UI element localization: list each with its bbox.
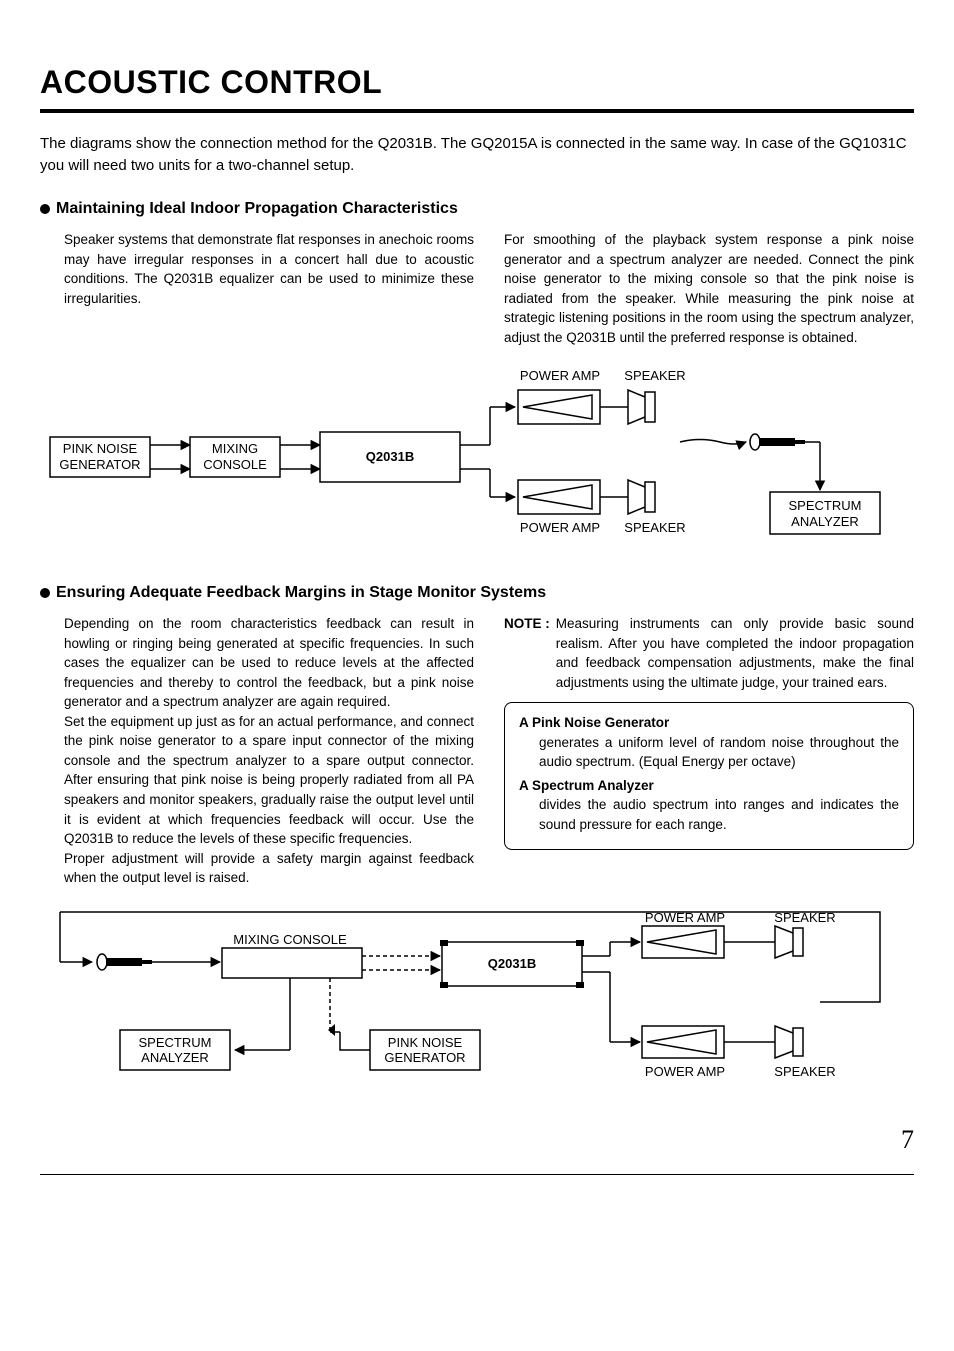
section-heading-1: Maintaining Ideal Indoor Propagation Cha… bbox=[40, 198, 914, 220]
title-rule bbox=[40, 109, 914, 113]
node-mix-l2: CONSOLE bbox=[203, 457, 267, 472]
note-label: NOTE : bbox=[504, 614, 550, 692]
bottom-rule bbox=[40, 1174, 914, 1175]
diagram-2: MIXING CONSOLE Q2031B POWER AMP POWER AM… bbox=[40, 902, 914, 1102]
section-heading-2-text: Ensuring Adequate Feedback Margins in St… bbox=[56, 582, 546, 604]
section2-body: Depending on the room characteristics fe… bbox=[40, 614, 914, 888]
microphone-icon bbox=[750, 434, 805, 450]
info-def-2: divides the audio spectrum into ranges a… bbox=[519, 795, 899, 834]
label-sp1: SPEAKER bbox=[624, 368, 685, 383]
speaker-1-box bbox=[645, 392, 655, 422]
diagram-1: PINK NOISE GENERATOR MIXING CONSOLE Q203… bbox=[40, 362, 914, 562]
node-sa-l1: SPECTRUM bbox=[789, 498, 862, 513]
info-def-1: generates a uniform level of random nois… bbox=[519, 733, 899, 772]
label-pa2: POWER AMP bbox=[520, 520, 600, 535]
node-mix-l1: MIXING bbox=[212, 441, 258, 456]
section1-p2: For smoothing of the playback system res… bbox=[504, 230, 914, 347]
d2-sp2-label: SPEAKER bbox=[774, 1064, 835, 1079]
svg-text:PINK NOISE: PINK NOISE bbox=[388, 1035, 463, 1050]
section2-p3: Proper adjustment will provide a safety … bbox=[64, 849, 474, 888]
info-term-2: A Spectrum Analyzer bbox=[519, 776, 899, 796]
d2-pa1-label: POWER AMP bbox=[645, 910, 725, 925]
info-box: A Pink Noise Generator generates a unifo… bbox=[504, 702, 914, 849]
d2-sp1-label: SPEAKER bbox=[774, 910, 835, 925]
d2-mix-label: MIXING CONSOLE bbox=[233, 932, 347, 947]
node-sa-l2: ANALYZER bbox=[791, 514, 859, 529]
note-block: NOTE : Measuring instruments can only pr… bbox=[504, 614, 914, 692]
node-eq-label: Q2031B bbox=[366, 449, 414, 464]
section1-body: Speaker systems that demonstrate flat re… bbox=[40, 230, 914, 347]
svg-text:ANALYZER: ANALYZER bbox=[141, 1050, 209, 1065]
speaker-2-box bbox=[645, 482, 655, 512]
page-title: ACOUSTIC CONTROL bbox=[40, 60, 914, 105]
info-term-1: A Pink Noise Generator bbox=[519, 713, 899, 733]
d2-node-mix bbox=[222, 948, 362, 978]
section2-p1: Depending on the room characteristics fe… bbox=[64, 614, 474, 712]
d2-eq-label: Q2031B bbox=[488, 956, 536, 971]
section2-p2: Set the equipment up just as for an actu… bbox=[64, 712, 474, 849]
bullet-icon bbox=[40, 588, 50, 598]
microphone-icon bbox=[60, 954, 152, 970]
d2-pa2-label: POWER AMP bbox=[645, 1064, 725, 1079]
intro-paragraph: The diagrams show the connection method … bbox=[40, 133, 914, 178]
page-number: 7 bbox=[40, 1122, 914, 1158]
label-sp2: SPEAKER bbox=[624, 520, 685, 535]
bullet-icon bbox=[40, 204, 50, 214]
node-png-l1: PINK NOISE bbox=[63, 441, 138, 456]
node-png-l2: GENERATOR bbox=[59, 457, 140, 472]
note-text: Measuring instruments can only provide b… bbox=[556, 614, 914, 692]
svg-text:GENERATOR: GENERATOR bbox=[384, 1050, 465, 1065]
section1-p1: Speaker systems that demonstrate flat re… bbox=[64, 230, 474, 308]
svg-text:SPECTRUM: SPECTRUM bbox=[139, 1035, 212, 1050]
section-heading-2: Ensuring Adequate Feedback Margins in St… bbox=[40, 582, 914, 604]
label-pa1: POWER AMP bbox=[520, 368, 600, 383]
section-heading-1-text: Maintaining Ideal Indoor Propagation Cha… bbox=[56, 198, 458, 220]
